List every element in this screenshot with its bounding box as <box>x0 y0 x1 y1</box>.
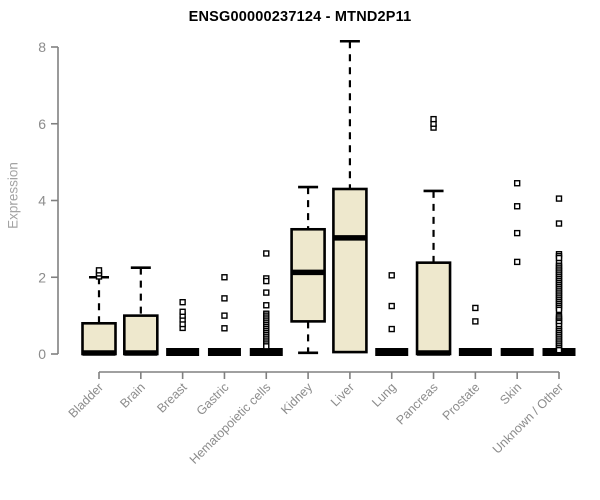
x-tick-label-brain: Brain <box>117 380 148 411</box>
outlier-point-unknown-other <box>555 220 563 227</box>
y-tick-label: 6 <box>38 116 46 132</box>
outlier-point-hematopoietic-cells <box>263 250 270 257</box>
outlier-point-lung <box>388 272 395 279</box>
box-liver <box>332 187 368 354</box>
outlier-point-unknown-other <box>555 195 563 202</box>
outlier-point-skin <box>513 203 521 210</box>
outlier-point-breast <box>179 298 186 306</box>
x-tick-label-breast: Breast <box>154 380 190 416</box>
box-bladder <box>81 321 117 356</box>
flat-box-hematopoietic-cells <box>249 348 283 356</box>
x-tick-label-skin: Skin <box>497 380 524 407</box>
y-tick-label: 0 <box>38 346 46 362</box>
x-tick-label-prostate: Prostate <box>440 380 483 423</box>
outlier-point-prostate <box>472 304 479 312</box>
flat-box-prostate <box>458 348 492 356</box>
outlier-point-gastric <box>221 312 228 319</box>
flat-box-breast <box>166 348 200 356</box>
flat-box-skin <box>500 348 534 356</box>
outlier-point-skin <box>513 180 521 187</box>
box-pancreas <box>415 261 452 356</box>
outlier-point-pancreas <box>430 115 437 123</box>
outlier-point-hematopoietic-cells <box>263 289 270 296</box>
x-tick-label-liver: Liver <box>328 380 357 409</box>
flat-box-gastric <box>207 348 241 356</box>
chart-title: ENSG00000237124 - MTND2P11 <box>188 9 412 25</box>
outlier-point-gastric <box>221 325 228 332</box>
outlier-point-skin <box>513 258 521 266</box>
outlier-point-unknown-other <box>555 254 563 262</box>
outlier-point-unknown-other <box>555 306 563 314</box>
outlier-point-skin <box>513 229 521 237</box>
box-brain <box>123 314 159 356</box>
outlier-point-prostate <box>472 318 479 325</box>
x-tick-label-unknown-other: Unknown / Other <box>490 380 566 456</box>
x-tick-label-bladder: Bladder <box>66 380 106 420</box>
outlier-point-unknown-other <box>555 346 563 354</box>
outlier-point-hematopoietic-cells <box>263 343 270 350</box>
outlier-point-gastric <box>221 274 228 281</box>
x-tick-label-lung: Lung <box>369 380 399 410</box>
outlier-point-breast <box>179 308 186 315</box>
y-tick-label: 8 <box>38 39 46 55</box>
outlier-point-lung <box>388 302 395 310</box>
y-tick-label: 2 <box>38 269 46 285</box>
flat-box-lung <box>375 348 409 356</box>
x-tick-label-pancreas: Pancreas <box>393 380 440 427</box>
outlier-point-hematopoietic-cells <box>263 302 270 309</box>
outlier-point-gastric <box>221 295 228 302</box>
x-tick-label-kidney: Kidney <box>278 380 315 417</box>
x-tick-label-gastric: Gastric <box>194 380 232 418</box>
outlier-point-bladder <box>95 267 103 274</box>
box-kidney <box>290 227 326 323</box>
outlier-point-lung <box>388 325 395 333</box>
y-tick-label: 4 <box>38 193 46 209</box>
x-tick-label-hematopoietic-cells: Hematopoietic cells <box>187 380 274 467</box>
outlier-point-hematopoietic-cells <box>263 277 270 285</box>
